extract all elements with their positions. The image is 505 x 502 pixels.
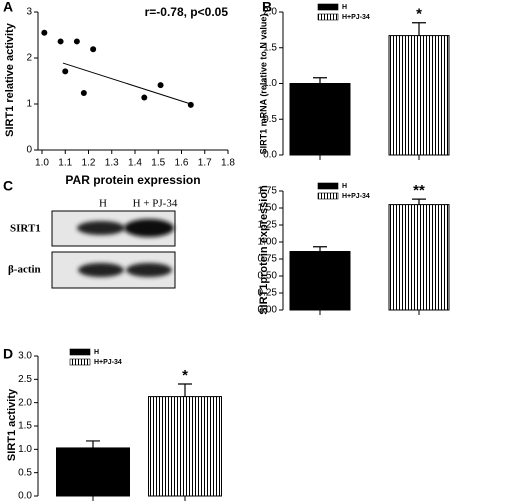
y-tick-label: 1.50 <box>258 203 278 214</box>
y-tick-label: 3.0 <box>18 351 32 362</box>
y-tick-label: 0.5 <box>18 467 32 478</box>
y-tick-label: 1 <box>26 99 32 110</box>
x-tick-label: 1.7 <box>198 158 212 169</box>
legend-label: H+PJ-34 <box>342 193 370 200</box>
trend-line <box>62 62 191 105</box>
x-axis-label: PAR protein expression <box>65 173 200 187</box>
significance: * <box>416 6 422 23</box>
band <box>78 263 124 277</box>
y-tick-label: 0.5 <box>263 114 277 125</box>
error-bar <box>313 246 327 252</box>
error-bar <box>178 383 192 397</box>
legend-label: H+PJ-34 <box>342 14 370 21</box>
x-tick-label: 1.4 <box>128 158 142 169</box>
point <box>141 94 148 101</box>
error-bar <box>313 77 327 84</box>
band <box>124 219 174 237</box>
y-axis-label: SIRT1 activity <box>6 388 18 461</box>
panel-label: A <box>3 0 13 15</box>
legend-swatch <box>317 192 339 200</box>
point <box>90 46 97 53</box>
point <box>57 38 64 45</box>
x-tick-label: 1.5 <box>151 158 165 169</box>
legend-swatch <box>317 182 339 190</box>
legend-swatch <box>69 348 91 356</box>
row-label: β-actin <box>8 264 41 276</box>
point <box>41 29 48 36</box>
legend-swatch <box>317 13 339 21</box>
y-tick-label: 1.5 <box>263 42 277 53</box>
point <box>62 68 69 75</box>
panel-label: B <box>262 0 272 15</box>
x-tick-label: 1.1 <box>58 158 72 169</box>
y-tick-label: 0.50 <box>258 271 278 282</box>
bar <box>289 251 351 311</box>
y-tick-label: 0.0 <box>18 491 32 502</box>
panel-label: D <box>3 346 13 362</box>
y-tick-label: 1.00 <box>258 237 278 248</box>
y-tick-label: 2.5 <box>18 374 32 385</box>
row-label: SIRT1 <box>10 223 41 235</box>
y-tick-label: 1.25 <box>258 220 278 231</box>
point <box>73 38 80 45</box>
legend-label: H+PJ-34 <box>94 359 122 366</box>
legend-label: H <box>342 4 347 11</box>
x-tick-label: 1.6 <box>175 158 189 169</box>
x-tick-label: 1.8 <box>221 158 235 169</box>
y-tick-label: 0.25 <box>258 288 278 299</box>
error-bar <box>86 440 100 448</box>
y-tick-label: 0.75 <box>258 254 278 265</box>
y-axis-label: SIRT1 relative activity <box>4 22 16 137</box>
panel-label: C <box>3 178 13 194</box>
lane-label: H <box>99 198 107 210</box>
y-tick-label: 2 <box>26 53 32 64</box>
bar <box>148 396 222 497</box>
bar <box>388 204 450 311</box>
bar <box>388 35 450 156</box>
y-tick-label: 0.00 <box>258 305 278 316</box>
legend-label: H <box>342 183 347 190</box>
bar <box>56 447 130 497</box>
significance: * <box>182 367 188 384</box>
x-tick-label: 1.0 <box>35 158 49 169</box>
y-tick-label: 2.0 <box>263 7 277 18</box>
y-tick-label: 3 <box>26 7 32 18</box>
annotation: r=-0.78, p<0.05 <box>145 5 229 19</box>
point <box>157 82 164 89</box>
significance: ** <box>413 182 425 199</box>
point <box>187 101 194 108</box>
band <box>126 263 172 277</box>
y-tick-label: 1.75 <box>258 186 278 197</box>
error-bar <box>412 22 426 36</box>
y-tick-label: 2.0 <box>18 397 32 408</box>
error-bar <box>412 198 426 205</box>
band <box>77 221 125 235</box>
legend-swatch <box>69 358 91 366</box>
bar <box>289 83 351 156</box>
x-tick-label: 1.3 <box>105 158 119 169</box>
y-tick-label: 1.0 <box>263 78 277 89</box>
blot-panel: C H H + PJ-34 SIRT1 β-actin <box>3 178 178 289</box>
y-tick-label: 0.0 <box>263 150 277 161</box>
y-tick-label: 0 <box>26 145 32 156</box>
y-axis-label: SIRT1protein expression <box>258 185 270 315</box>
y-tick-label: 1.0 <box>18 444 32 455</box>
y-tick-label: 1.5 <box>18 421 32 432</box>
legend-swatch <box>317 3 339 11</box>
y-axis-label: SIRT1 mRNA (relative to N value) <box>258 14 268 155</box>
legend-label: H <box>94 349 99 356</box>
point <box>80 89 87 96</box>
x-tick-label: 1.2 <box>82 158 96 169</box>
lane-label: H + PJ-34 <box>133 198 178 210</box>
